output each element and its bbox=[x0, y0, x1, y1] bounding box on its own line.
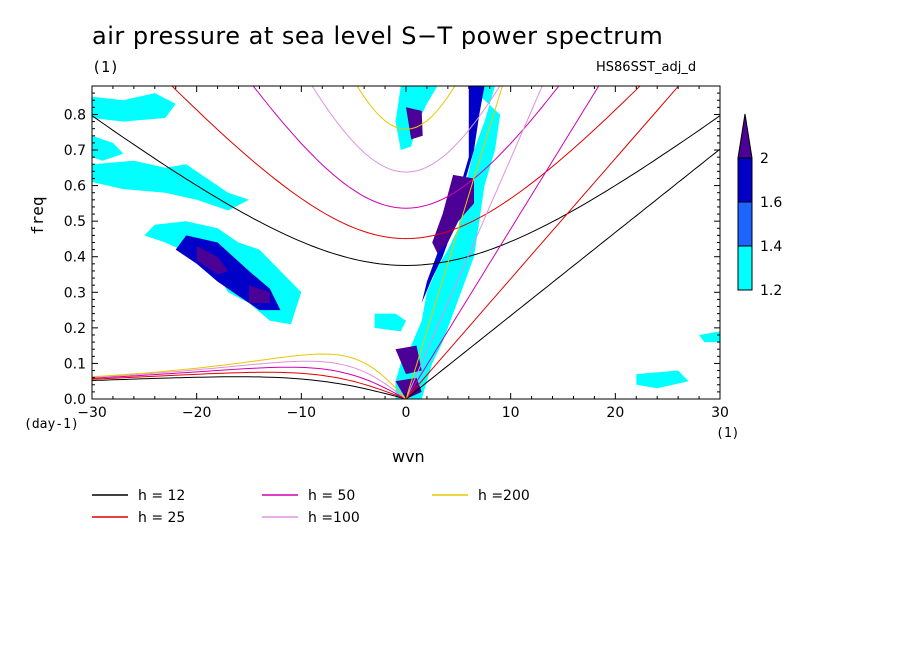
y-tick-label: 0.6 bbox=[64, 179, 86, 195]
y-tick-label: 0.5 bbox=[64, 214, 86, 230]
y-tick-label: 0.3 bbox=[64, 285, 86, 301]
spectral-region-5 bbox=[196, 246, 229, 275]
colorbar-extend-triangle bbox=[737, 113, 753, 159]
x-tick-label: −10 bbox=[287, 405, 317, 421]
spectral-region-1 bbox=[92, 135, 124, 161]
colorbar-label: 1.4 bbox=[760, 239, 782, 255]
spectral-region-8 bbox=[406, 107, 423, 140]
rossby-curve-1 bbox=[92, 371, 407, 399]
spectral-region-16 bbox=[699, 331, 720, 343]
y-tick-label: 0.7 bbox=[64, 143, 86, 159]
spectrum-contours bbox=[92, 86, 720, 399]
spectral-region-14 bbox=[395, 345, 422, 375]
colorbar-segment-1 bbox=[737, 201, 753, 247]
x-axis-unit: (1) bbox=[716, 426, 740, 441]
colorbar-label: 1.2 bbox=[760, 283, 782, 299]
legend-label-4: h =200 bbox=[478, 488, 530, 504]
x-tick-label: −20 bbox=[182, 405, 212, 421]
colorbar-segment-2 bbox=[737, 245, 753, 291]
y-tick-label: 0.0 bbox=[64, 392, 86, 408]
spectral-region-9 bbox=[395, 86, 501, 399]
colorbar: 1.2 1.4 1.6 2 bbox=[737, 113, 782, 299]
colorbar-segment-0 bbox=[737, 157, 753, 203]
y-axis-unit: (day-1) bbox=[24, 417, 79, 432]
chart-subtitle-unit: (1) bbox=[92, 58, 120, 76]
colorbar-label: 1.6 bbox=[760, 195, 782, 211]
x-tick-label: 10 bbox=[502, 405, 520, 421]
legend-label-3: h =100 bbox=[308, 510, 360, 526]
spectral-region-6 bbox=[249, 285, 270, 303]
y-tick-label: 0.2 bbox=[64, 321, 86, 337]
spectral-region-0 bbox=[92, 93, 176, 122]
y-tick-label: 0.8 bbox=[64, 107, 86, 123]
kelvin-curve-1 bbox=[405, 86, 680, 399]
x-tick-label: −30 bbox=[77, 405, 107, 421]
plot-axes: −30 −20 −10 0 10 20 30 0.0 0.1 0.2 0.3 0.4 0.5 0.6 0.7… bbox=[64, 85, 729, 421]
gravity-curve-3 bbox=[311, 86, 501, 173]
rossby-curve-0 bbox=[92, 376, 407, 399]
x-tick-label: 20 bbox=[606, 405, 624, 421]
rossby-curve-2 bbox=[92, 366, 407, 399]
spectral-region-13 bbox=[374, 313, 406, 332]
rossby-curve-3 bbox=[92, 360, 407, 399]
gravity-curve-1 bbox=[171, 86, 641, 240]
legend: h = 12 h = 25 h = 50 h =100 h =200 bbox=[92, 488, 530, 526]
kelvin-curve-4 bbox=[405, 86, 503, 399]
colorbar-label: 2 bbox=[760, 151, 769, 167]
gravity-curve-4 bbox=[356, 86, 456, 130]
kelvin-curve-2 bbox=[405, 86, 600, 399]
chart-title: air pressure at sea level S−T power spec… bbox=[92, 22, 664, 50]
x-tick-label: 0 bbox=[402, 405, 411, 421]
spectral-region-12 bbox=[395, 377, 422, 399]
y-tick-label: 0.4 bbox=[64, 250, 86, 266]
y-tick-label: 0.1 bbox=[64, 356, 86, 372]
x-tick-label: 30 bbox=[711, 405, 729, 421]
gravity-curve-0 bbox=[92, 115, 720, 267]
legend-label-2: h = 50 bbox=[308, 488, 355, 504]
rossby-curve-4 bbox=[92, 353, 407, 399]
legend-label-0: h = 12 bbox=[138, 488, 185, 504]
kelvin-curve-0 bbox=[405, 148, 720, 399]
spectral-region-2 bbox=[92, 160, 249, 211]
chart-subtitle-dataset: HS86SST_adj_d bbox=[596, 60, 697, 75]
legend-label-1: h = 25 bbox=[138, 510, 185, 526]
spectral-region-10 bbox=[421, 86, 485, 303]
spectral-region-15 bbox=[636, 370, 689, 389]
x-axis-label: wvn bbox=[392, 447, 425, 466]
gravity-curve-2 bbox=[252, 86, 560, 209]
spectral-region-11 bbox=[432, 174, 474, 254]
dispersion-curves bbox=[92, 86, 720, 399]
kelvin-curve-3 bbox=[405, 86, 543, 399]
